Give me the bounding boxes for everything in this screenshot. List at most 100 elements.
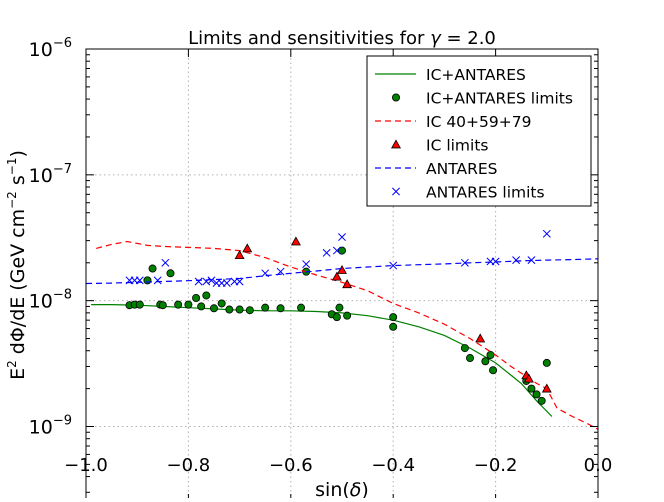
x-marker-stroke (135, 276, 144, 285)
y-tick-exponent: −9 (53, 414, 72, 429)
data-point (337, 264, 347, 274)
data-point (207, 276, 216, 285)
x-tick-label: −0.4 (371, 455, 415, 476)
data-point (489, 366, 498, 375)
legend-frame (366, 55, 592, 207)
legend-entry: IC limits (391, 137, 489, 155)
x-marker-stroke (222, 279, 231, 288)
data-point (389, 313, 398, 322)
data-point (153, 276, 162, 285)
plot-frame (85, 48, 599, 502)
y-tick-exponent: −8 (53, 288, 72, 303)
x-tick-label: 0.0 (584, 455, 613, 476)
data-point (217, 299, 226, 308)
y-tick-labels: 10−910−810−710−6 (29, 36, 72, 439)
chart-title: Limits and sensitivities for γ = 2.0 (188, 28, 496, 49)
x-marker-stroke (460, 258, 469, 267)
data-point (460, 344, 469, 353)
data-point (194, 277, 203, 286)
data-point (261, 303, 270, 312)
legend-entry: IC+ANTARES (375, 66, 526, 84)
data-point (338, 233, 346, 242)
data-point (475, 333, 486, 343)
data-point (184, 300, 193, 309)
data-point (332, 313, 341, 322)
data-point (541, 383, 552, 393)
data-point (135, 300, 144, 309)
y-tick-label: 10−7 (29, 162, 72, 187)
legend: IC+ANTARES IC+ANTARES limits IC 40+59+79 IC… (366, 55, 592, 207)
data-point (197, 302, 206, 311)
x-marker-stroke (332, 246, 341, 255)
data-point (234, 250, 245, 259)
legend-entry: ANTARES (375, 160, 497, 178)
data-point (174, 300, 183, 309)
x-marker-stroke (161, 258, 170, 267)
series-line (96, 240, 599, 430)
axis-ticks (85, 48, 599, 502)
series-line (85, 258, 599, 285)
x-marker-stroke (235, 277, 244, 286)
y-axis-label: E2 dΦ/dE (GeV cm−2 s−1) (5, 150, 29, 380)
y-tick-exponent: −7 (53, 162, 72, 177)
x-tick-label: −0.6 (269, 455, 313, 476)
series-antares (85, 258, 599, 285)
data-point (302, 260, 311, 269)
x-marker-stroke (527, 256, 536, 265)
data-point (225, 305, 234, 314)
data-point (192, 294, 201, 303)
data-point (486, 351, 495, 360)
legend-entry: IC 40+59+79 (375, 113, 531, 131)
data-point (297, 303, 306, 312)
data-point (135, 276, 144, 285)
y-tick-base: 10 (29, 417, 53, 439)
series-ic-limits (234, 236, 552, 393)
data-point (290, 236, 301, 246)
x-tick-label: −0.2 (474, 455, 518, 476)
series-ic-antares-limits (125, 246, 551, 405)
x-axis-label: sin(δ) (315, 479, 369, 498)
x-marker-stroke (392, 187, 400, 196)
x-tick-labels: −1.0 −0.8 −0.6 −0.4 −0.2 0.0 (64, 455, 612, 476)
x-tick-label: −0.8 (167, 455, 211, 476)
data-point (242, 243, 253, 253)
data-point (389, 322, 398, 331)
data-point (322, 248, 331, 257)
data-point (332, 246, 341, 255)
data-point (542, 229, 551, 238)
data-point (337, 246, 346, 255)
data-point (343, 311, 352, 320)
data-point (532, 390, 541, 399)
x-marker-stroke (389, 261, 398, 270)
y-tick-base: 10 (29, 291, 53, 313)
legend-swatch (391, 93, 400, 102)
y-tick-base: 10 (29, 39, 53, 61)
data-point (158, 301, 167, 310)
data-point (202, 291, 211, 300)
legend-label: IC+ANTARES limits (426, 90, 573, 108)
legend-label: ANTARES limits (426, 184, 545, 202)
x-marker-stroke (194, 277, 203, 286)
legend-label: IC 40+59+79 (426, 113, 531, 131)
data-point (389, 261, 398, 270)
data-point (161, 258, 170, 267)
series-layer (85, 229, 599, 430)
y-tick-label: 10−9 (29, 414, 72, 439)
x-marker-stroke (261, 269, 270, 278)
legend-swatch (391, 139, 401, 149)
data-point (166, 269, 175, 278)
data-point (222, 279, 231, 288)
x-marker-stroke (153, 276, 162, 285)
legend-label: ANTARES (426, 160, 497, 178)
x-marker-stroke (207, 276, 216, 285)
series-antares-limits (125, 229, 551, 288)
data-point (331, 271, 342, 281)
data-point (202, 277, 211, 286)
x-marker-stroke (322, 248, 331, 257)
data-point (527, 256, 536, 265)
data-point (523, 373, 534, 383)
y-tick-base: 10 (29, 165, 53, 187)
x-marker-stroke (202, 277, 211, 286)
